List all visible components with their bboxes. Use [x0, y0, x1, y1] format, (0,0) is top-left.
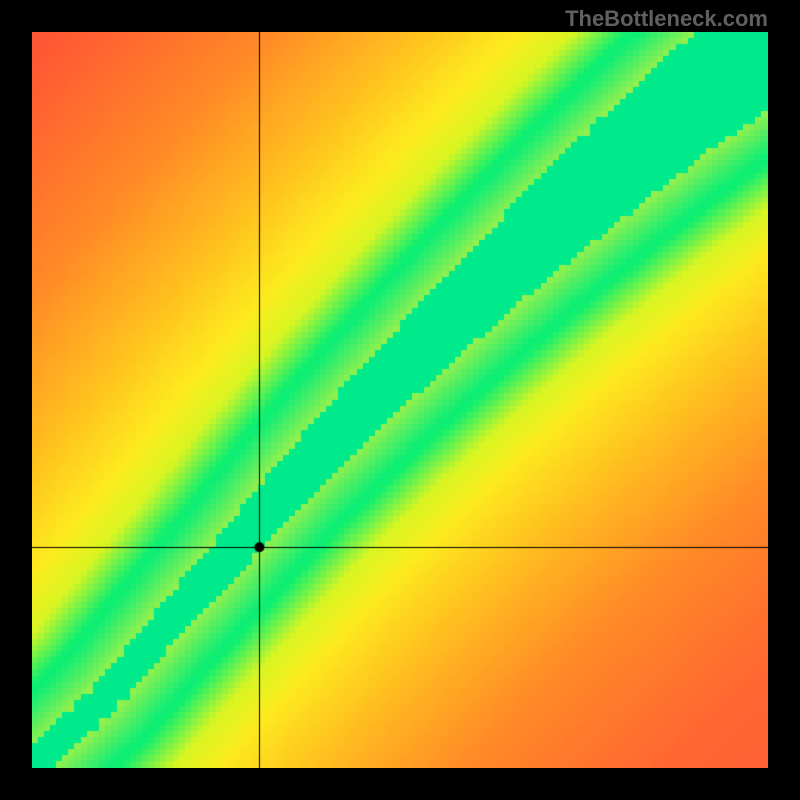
bottleneck-heatmap [32, 32, 768, 768]
chart-container: TheBottleneck.com [0, 0, 800, 800]
watermark-text: TheBottleneck.com [565, 6, 768, 32]
